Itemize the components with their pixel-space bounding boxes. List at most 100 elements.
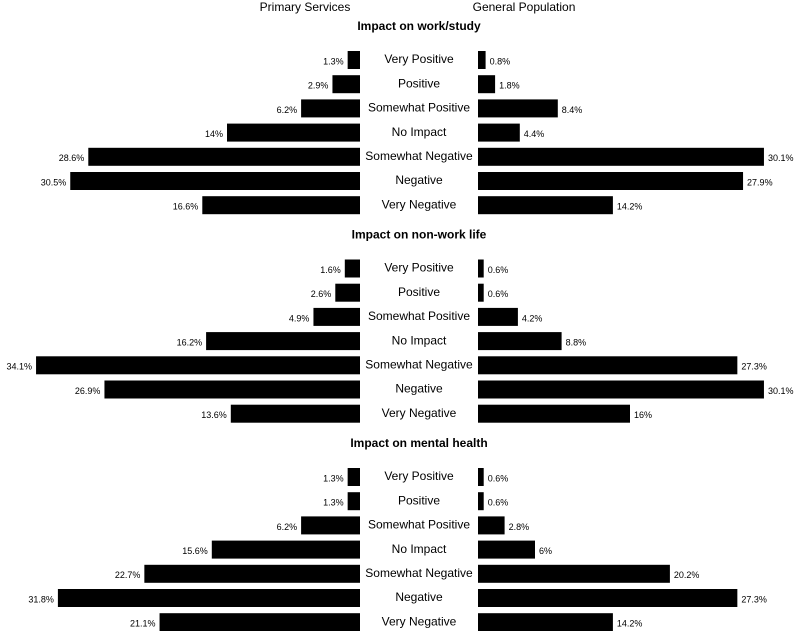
- category-label: Negative: [395, 382, 443, 396]
- bar: [144, 564, 360, 583]
- category-label: Very Positive: [384, 261, 454, 275]
- bar: [478, 356, 738, 375]
- value-label: 6%: [539, 546, 552, 556]
- category-label: No Impact: [392, 333, 447, 347]
- value-label: 1.3%: [323, 56, 344, 66]
- bar: [70, 172, 360, 190]
- category-label: Very Negative: [382, 406, 457, 420]
- bar: [478, 51, 486, 69]
- value-label: 27.9%: [747, 177, 773, 187]
- category-label: Negative: [395, 173, 443, 187]
- value-label: 27.3%: [741, 362, 767, 372]
- value-label: 14.2%: [617, 619, 643, 629]
- value-label: 14.2%: [617, 202, 643, 212]
- category-label: Very Positive: [384, 469, 454, 483]
- category-label: Somewhat Negative: [365, 149, 473, 163]
- bar: [104, 380, 360, 399]
- bar: [347, 468, 360, 486]
- value-label: 0.6%: [488, 498, 509, 508]
- value-label: 1.6%: [320, 265, 341, 275]
- bar: [478, 99, 558, 118]
- bar: [230, 404, 360, 423]
- category-label: Very Negative: [382, 614, 457, 628]
- panel-title: Impact on mental health: [350, 436, 487, 450]
- bar: [478, 123, 520, 142]
- left-header: Primary Services: [260, 0, 351, 14]
- value-label: 8.8%: [566, 337, 587, 347]
- value-label: 26.9%: [75, 386, 101, 396]
- value-label: 1.8%: [499, 81, 520, 91]
- category-label: Very Negative: [382, 197, 457, 211]
- category-label: Somewhat Positive: [368, 518, 470, 532]
- value-label: 1.3%: [323, 498, 344, 508]
- category-label: Somewhat Negative: [365, 566, 473, 580]
- value-label: 22.7%: [115, 570, 141, 580]
- bar: [202, 196, 360, 215]
- bar: [344, 259, 360, 278]
- value-label: 4.9%: [289, 313, 310, 323]
- value-label: 34.1%: [7, 362, 33, 372]
- value-label: 27.3%: [741, 594, 767, 604]
- bar: [206, 332, 360, 351]
- bar: [478, 332, 562, 351]
- bar: [36, 356, 361, 375]
- bar: [478, 468, 484, 486]
- value-label: 30.1%: [768, 386, 794, 396]
- bar: [478, 564, 670, 583]
- value-label: 30.5%: [41, 177, 67, 187]
- bar: [478, 380, 764, 399]
- value-label: 0.6%: [488, 473, 509, 483]
- value-label: 0.6%: [488, 289, 509, 299]
- bar: [478, 492, 484, 511]
- value-label: 16.2%: [177, 337, 203, 347]
- category-label: Negative: [395, 590, 443, 604]
- panel-title: Impact on non-work life: [352, 228, 487, 242]
- bar: [478, 589, 738, 607]
- bar: [478, 613, 613, 631]
- value-label: 6.2%: [277, 105, 298, 115]
- value-label: 16%: [634, 410, 652, 420]
- bar: [347, 492, 360, 511]
- value-label: 1.3%: [323, 473, 344, 483]
- value-label: 2.9%: [308, 81, 329, 91]
- value-label: 6.2%: [277, 522, 298, 532]
- bar: [478, 307, 518, 326]
- value-label: 4.4%: [524, 129, 545, 139]
- panel-title: Impact on work/study: [357, 19, 481, 33]
- category-label: No Impact: [392, 125, 447, 139]
- value-label: 4.2%: [522, 313, 543, 323]
- value-label: 0.8%: [490, 56, 511, 66]
- bar: [478, 283, 484, 302]
- value-label: 20.2%: [674, 570, 700, 580]
- bar: [478, 516, 505, 535]
- category-label: Positive: [398, 493, 440, 507]
- bar: [227, 123, 360, 142]
- bar: [301, 99, 360, 118]
- bar: [159, 613, 360, 631]
- category-label: No Impact: [392, 542, 447, 556]
- bar: [313, 307, 360, 326]
- value-label: 28.6%: [59, 153, 85, 163]
- right-header: General Population: [473, 0, 576, 14]
- category-label: Somewhat Positive: [368, 101, 470, 115]
- value-label: 0.6%: [488, 265, 509, 275]
- category-label: Very Positive: [384, 52, 454, 66]
- bar: [88, 147, 361, 166]
- value-label: 16.6%: [173, 202, 199, 212]
- value-label: 14%: [205, 129, 223, 139]
- bar: [335, 283, 360, 302]
- value-label: 13.6%: [201, 410, 227, 420]
- bar: [57, 589, 361, 607]
- bar: [478, 540, 535, 559]
- value-label: 31.8%: [28, 594, 54, 604]
- bar: [478, 259, 484, 278]
- value-label: 15.6%: [182, 546, 208, 556]
- bar: [211, 540, 360, 559]
- value-label: 2.8%: [509, 522, 530, 532]
- category-label: Positive: [398, 285, 440, 299]
- bar: [478, 75, 496, 94]
- bar: [332, 75, 360, 94]
- value-label: 2.6%: [311, 289, 332, 299]
